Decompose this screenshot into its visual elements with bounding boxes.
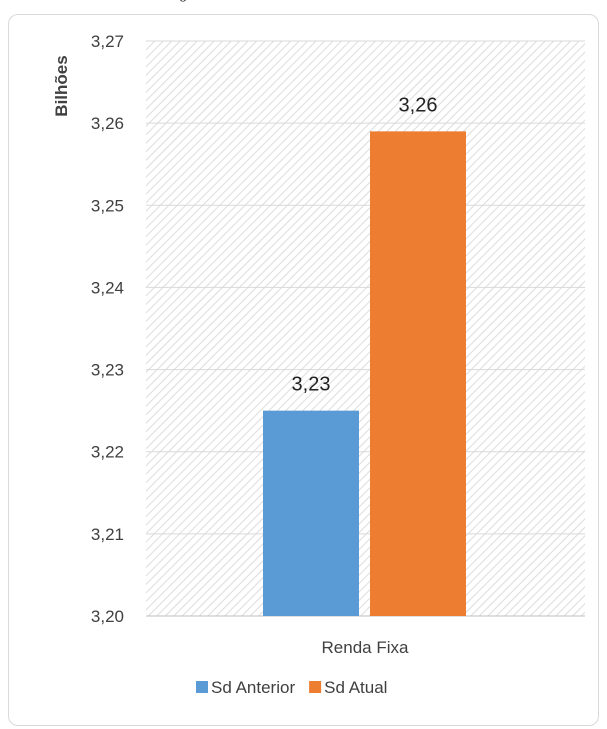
- y-tick-label: 3,26: [91, 114, 124, 133]
- y-tick-label: 3,22: [91, 443, 124, 462]
- bar-sd-anterior: [263, 410, 359, 616]
- gridlines: [146, 40, 585, 617]
- plot-area: [146, 41, 585, 616]
- legend-swatch: [309, 681, 322, 693]
- legend: Sd Anterior Sd Atual: [196, 678, 387, 697]
- y-tick-label: 3,24: [91, 278, 124, 297]
- data-label: 3,26: [399, 94, 438, 116]
- legend-swatch: [196, 681, 208, 693]
- legend-label: Sd Anterior: [211, 678, 295, 697]
- bar-sd-atual: [370, 131, 466, 616]
- y-tick-label: 3,23: [91, 361, 124, 380]
- bars: [263, 131, 466, 616]
- y-tick-label: 3,27: [91, 32, 124, 51]
- data-labels: 3,23 3,26: [292, 94, 438, 395]
- legend-label: Sd Atual: [324, 678, 387, 697]
- page-header-fragment: g: [180, 0, 186, 3]
- y-tick-label: 3,21: [91, 525, 124, 544]
- y-tick-label: 3,25: [91, 196, 124, 215]
- x-category-label: Renda Fixa: [322, 638, 409, 657]
- y-axis-title: Bilhões: [52, 55, 71, 116]
- data-label: 3,23: [292, 374, 331, 396]
- y-tick-label: 3,20: [91, 607, 124, 626]
- y-tick-labels: 3,20 3,21 3,22 3,23 3,24 3,25 3,26 3,27: [91, 32, 124, 626]
